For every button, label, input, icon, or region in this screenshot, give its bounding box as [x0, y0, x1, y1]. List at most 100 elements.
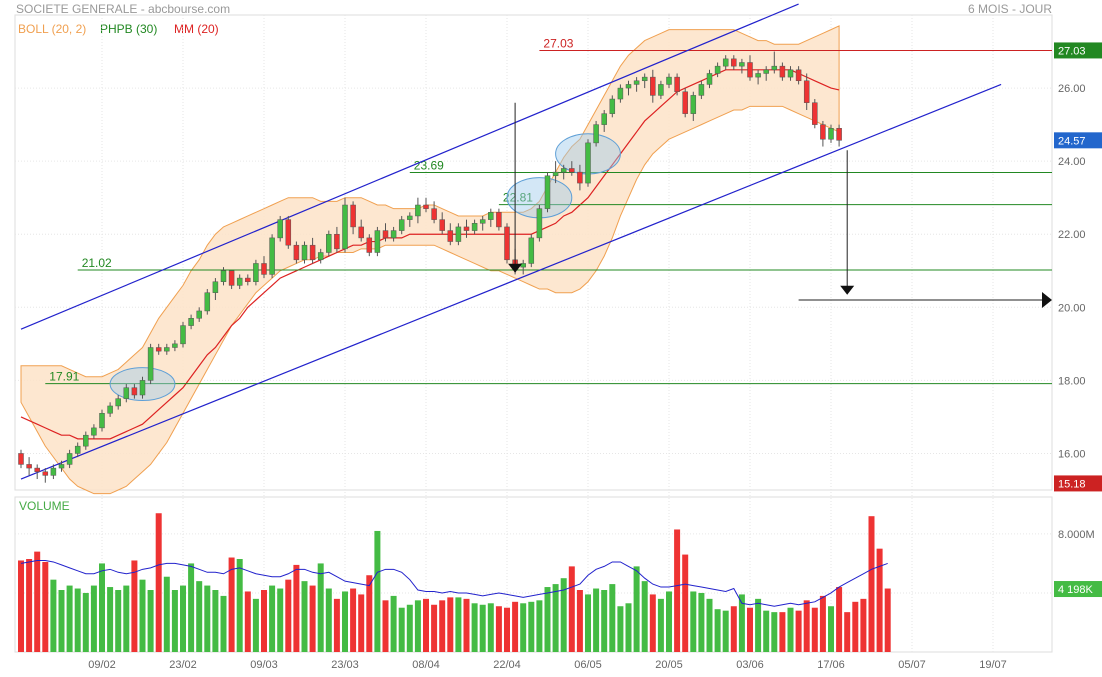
- candle-body: [755, 73, 761, 78]
- volume-bar: [220, 595, 227, 652]
- candle-body: [828, 128, 834, 140]
- volume-bar: [641, 581, 648, 652]
- volume-bar: [26, 559, 33, 652]
- volume-title: VOLUME: [19, 499, 70, 513]
- candle-body: [698, 84, 705, 96]
- candle-body: [585, 142, 591, 184]
- volume-bar: [431, 604, 438, 652]
- volume-bar: [536, 600, 543, 652]
- candle-body: [253, 263, 259, 282]
- candle-body: [382, 230, 389, 239]
- candle-body: [471, 223, 478, 231]
- candle-body: [293, 244, 300, 261]
- candle-body: [42, 471, 49, 476]
- x-tick-label: 09/03: [250, 659, 278, 671]
- candle-body: [423, 204, 429, 209]
- volume-bar: [58, 590, 65, 652]
- volume-bar: [317, 563, 324, 652]
- volume-bar: [66, 585, 73, 652]
- x-tick-label: 06/05: [574, 659, 602, 671]
- horizontal-arrow-head: [1042, 292, 1052, 308]
- volume-bar: [301, 581, 308, 652]
- candle-body: [66, 453, 73, 465]
- candle-body: [115, 398, 121, 407]
- volume-bar: [738, 594, 745, 652]
- volume-bar: [406, 604, 413, 652]
- volume-bar: [115, 590, 122, 652]
- volume-bar: [90, 585, 97, 652]
- candle-body: [74, 445, 81, 454]
- x-tick-label: 03/06: [736, 659, 764, 671]
- candle-body: [204, 292, 211, 312]
- volume-bar: [333, 598, 340, 652]
- x-tick-label: 17/06: [817, 659, 845, 671]
- candle-body: [415, 204, 421, 217]
- candle-body: [552, 171, 559, 177]
- candle-body: [123, 387, 130, 399]
- volume-bar: [601, 590, 608, 652]
- volume-bar: [277, 588, 284, 652]
- volume-bar: [212, 590, 219, 652]
- price-tick-label: 24.00: [1058, 156, 1086, 168]
- volume-bar: [730, 606, 737, 652]
- price-tag-top-bg: [1054, 42, 1102, 59]
- candle-body: [50, 467, 57, 476]
- volume-bar: [836, 587, 843, 652]
- volume-bar: [374, 530, 381, 652]
- volume-bar: [244, 591, 251, 652]
- price-tag-last: 24.57: [1058, 135, 1086, 147]
- candle-body: [601, 113, 607, 125]
- volume-bar: [34, 551, 41, 652]
- volume-bar: [188, 563, 195, 652]
- volume-bar: [382, 600, 389, 652]
- candle-body: [706, 73, 713, 85]
- candle-body: [455, 226, 462, 242]
- volume-bar: [82, 592, 89, 652]
- price-tick-label: 22.00: [1058, 229, 1086, 241]
- volume-bar: [155, 513, 162, 652]
- candle-body: [812, 102, 818, 125]
- candle-body: [334, 233, 340, 250]
- volume-bar: [139, 579, 146, 652]
- volume-bar: [471, 603, 478, 652]
- candle-body: [390, 230, 397, 239]
- volume-bar: [617, 606, 624, 652]
- x-tick-label: 19/07: [979, 659, 1007, 671]
- volume-bar: [787, 607, 794, 652]
- candle-body: [398, 219, 405, 231]
- volume-bar: [690, 591, 697, 652]
- candle-body: [722, 58, 729, 67]
- volume-bar: [447, 597, 454, 652]
- volume-bar: [593, 588, 600, 652]
- candle-body: [139, 380, 146, 396]
- legend-boll: BOLL (20, 2): [18, 22, 87, 36]
- candle-body: [172, 343, 178, 348]
- volume-bar: [544, 587, 551, 652]
- volume-bar: [398, 607, 405, 652]
- price-tick-label: 26.00: [1058, 83, 1086, 95]
- volume-bar: [390, 595, 397, 652]
- volume-bar: [512, 601, 519, 652]
- candle-body: [147, 347, 154, 381]
- candle-body: [771, 65, 778, 71]
- volume-bar: [657, 598, 664, 652]
- volume-bar: [682, 554, 689, 652]
- candle-body: [714, 65, 721, 74]
- candle-body: [261, 263, 267, 275]
- volume-bar: [763, 610, 770, 652]
- volume-bar: [252, 598, 259, 652]
- volume-bar: [520, 603, 527, 652]
- volume-bar: [455, 597, 462, 652]
- candle-body: [528, 237, 535, 264]
- candle-body: [739, 62, 745, 67]
- volume-bar: [163, 576, 170, 652]
- candle-body: [787, 69, 794, 78]
- candle-body: [277, 219, 283, 239]
- x-tick-label: 23/03: [331, 659, 359, 671]
- price-tag-low-bg: [1054, 475, 1102, 492]
- volume-tick-label: 8.000M: [1058, 529, 1095, 541]
- channel-upper-line: [20, 3, 799, 330]
- chart-title: SOCIETE GENERALE - abcbourse.com: [16, 2, 231, 16]
- candle-body: [366, 237, 373, 253]
